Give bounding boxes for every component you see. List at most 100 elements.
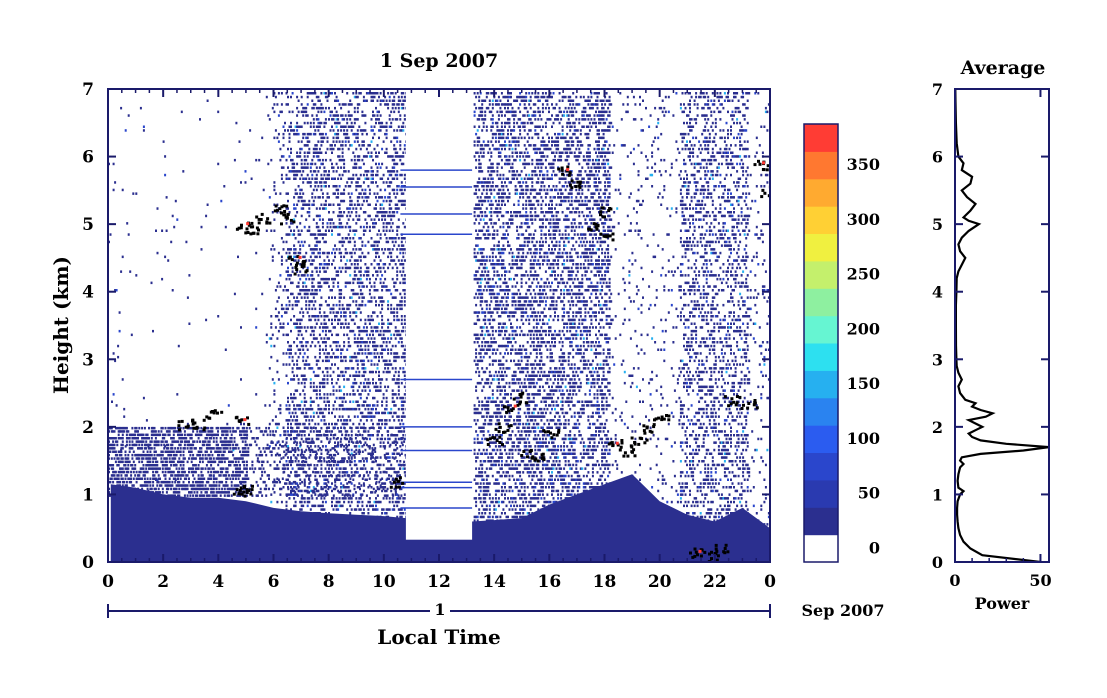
noise-speckle	[280, 255, 283, 259]
noise-speckle	[396, 185, 399, 188]
noise-speckle	[277, 478, 280, 481]
noise-speckle	[328, 177, 330, 180]
noise-speckle	[331, 381, 333, 385]
noise-speckle	[297, 170, 300, 173]
noise-speckle	[388, 222, 391, 225]
noise-speckle	[311, 99, 314, 102]
noise-speckle	[400, 430, 403, 433]
noise-speckle	[335, 500, 338, 504]
noise-speckle	[487, 482, 490, 485]
noise-speckle	[300, 147, 303, 151]
noise-speckle	[488, 493, 491, 496]
noise-speckle	[403, 274, 406, 277]
noise-speckle	[475, 389, 478, 392]
noise-speckle	[321, 218, 324, 221]
noise-speckle	[375, 303, 377, 307]
noise-speckle	[290, 422, 292, 426]
noise-speckle	[317, 445, 320, 448]
noise-speckle	[479, 196, 482, 199]
noise-speckle	[346, 482, 349, 485]
noise-speckle	[399, 140, 402, 143]
noise-speckle	[302, 460, 305, 463]
noise-speckle	[496, 185, 499, 188]
noise-speckle	[505, 95, 508, 99]
noise-speckle	[350, 114, 353, 117]
noise-speckle	[385, 103, 388, 106]
noise-speckle	[331, 296, 333, 299]
noise-speckle	[353, 277, 356, 281]
noise-speckle	[356, 158, 359, 162]
noise-speckle	[500, 456, 503, 459]
noise-speckle	[331, 92, 333, 95]
noise-speckle	[206, 99, 209, 102]
noise-speckle	[403, 318, 406, 322]
noise-speckle	[302, 192, 305, 195]
noise-speckle	[361, 281, 364, 285]
noise-speckle	[504, 274, 506, 277]
noise-speckle	[372, 114, 374, 117]
noise-speckle	[397, 99, 400, 102]
noise-speckle	[314, 132, 317, 136]
noise-speckle	[387, 352, 390, 355]
noise-speckle	[311, 400, 314, 403]
noise-speckle	[490, 441, 493, 444]
noise-speckle	[379, 381, 382, 385]
noise-speckle	[499, 411, 502, 415]
noise-speckle	[346, 266, 349, 270]
noise-speckle	[400, 155, 403, 158]
noise-speckle	[338, 303, 341, 307]
noise-speckle	[388, 445, 391, 448]
noise-speckle	[399, 303, 402, 307]
noise-speckle	[279, 326, 282, 329]
noise-speckle	[362, 144, 365, 147]
noise-speckle	[396, 207, 399, 210]
noise-speckle	[299, 463, 302, 467]
noise-speckle	[323, 478, 326, 481]
noise-speckle	[368, 437, 371, 441]
noise-speckle	[340, 192, 343, 195]
noise-speckle	[400, 92, 403, 95]
noise-speckle	[340, 359, 343, 363]
noise-speckle	[329, 110, 332, 114]
noise-speckle	[274, 430, 277, 433]
noise-speckle	[497, 303, 500, 307]
noise-speckle	[358, 329, 361, 333]
noise-speckle	[353, 352, 356, 355]
noise-speckle	[502, 188, 505, 192]
noise-speckle	[344, 367, 347, 370]
noise-speckle	[337, 121, 340, 125]
noise-speckle	[305, 411, 308, 415]
noise-speckle	[396, 255, 399, 259]
noise-speckle	[315, 207, 318, 210]
noise-speckle	[277, 114, 280, 117]
noise-speckle	[340, 166, 343, 169]
noise-speckle	[328, 185, 330, 188]
noise-speckle	[505, 422, 508, 426]
noise-speckle	[482, 266, 485, 270]
noise-speckle	[311, 315, 314, 318]
noise-speckle	[291, 233, 294, 236]
noise-speckle	[306, 151, 309, 154]
noise-speckle	[396, 118, 399, 121]
noise-speckle	[375, 222, 377, 225]
noise-speckle	[232, 448, 235, 452]
noise-speckle	[332, 281, 335, 285]
noise-speckle	[372, 170, 374, 173]
noise-speckle	[287, 289, 289, 292]
noise-speckle	[355, 400, 358, 403]
noise-speckle	[399, 144, 402, 147]
noise-speckle	[376, 404, 379, 407]
noise-speckle	[491, 348, 494, 351]
noise-speckle	[338, 471, 341, 474]
noise-speckle	[496, 192, 499, 195]
noise-speckle	[358, 508, 361, 511]
noise-speckle	[349, 419, 352, 422]
noise-speckle	[337, 463, 340, 467]
noise-speckle	[364, 121, 367, 125]
noise-speckle	[337, 322, 340, 325]
noise-speckle	[375, 277, 377, 281]
noise-speckle	[376, 170, 379, 173]
noise-speckle	[308, 407, 311, 411]
noise-speckle	[384, 367, 387, 370]
noise-speckle	[350, 121, 353, 125]
